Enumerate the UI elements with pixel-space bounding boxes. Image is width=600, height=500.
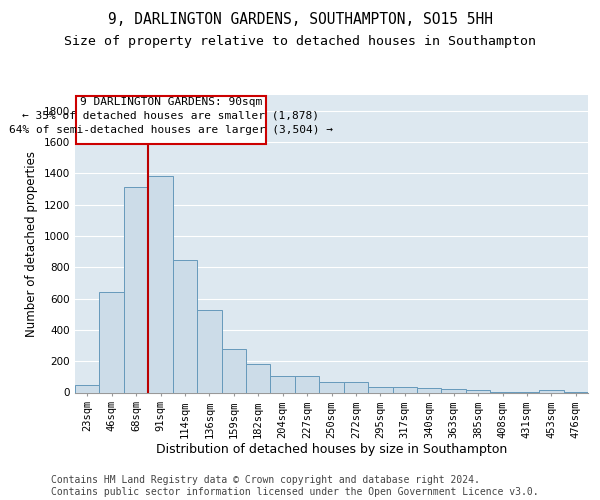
Text: 64% of semi-detached houses are larger (3,504) →: 64% of semi-detached houses are larger (…	[9, 124, 333, 134]
Text: Contains public sector information licensed under the Open Government Licence v3: Contains public sector information licen…	[51, 487, 539, 497]
Y-axis label: Number of detached properties: Number of detached properties	[25, 151, 38, 337]
Bar	[100, 292, 124, 392]
Text: 9 DARLINGTON GARDENS: 90sqm: 9 DARLINGTON GARDENS: 90sqm	[80, 98, 262, 108]
Bar	[221, 350, 246, 393]
Bar	[197, 310, 221, 392]
Bar	[417, 388, 442, 392]
Text: Size of property relative to detached houses in Southampton: Size of property relative to detached ho…	[64, 35, 536, 48]
X-axis label: Distribution of detached houses by size in Southampton: Distribution of detached houses by size …	[156, 443, 507, 456]
Bar	[368, 386, 392, 392]
Bar	[124, 188, 148, 392]
Bar	[319, 382, 344, 392]
Bar	[344, 382, 368, 392]
Text: Contains HM Land Registry data © Crown copyright and database right 2024.: Contains HM Land Registry data © Crown c…	[51, 475, 480, 485]
Bar	[392, 386, 417, 392]
Text: ← 35% of detached houses are smaller (1,878): ← 35% of detached houses are smaller (1,…	[22, 111, 319, 121]
Bar	[246, 364, 271, 392]
Bar	[173, 260, 197, 392]
Bar	[148, 176, 173, 392]
FancyBboxPatch shape	[76, 96, 266, 144]
Bar	[442, 390, 466, 392]
Text: 9, DARLINGTON GARDENS, SOUTHAMPTON, SO15 5HH: 9, DARLINGTON GARDENS, SOUTHAMPTON, SO15…	[107, 12, 493, 28]
Bar	[539, 390, 563, 392]
Bar	[295, 376, 319, 392]
Bar	[271, 376, 295, 392]
Bar	[466, 390, 490, 392]
Bar	[75, 384, 100, 392]
